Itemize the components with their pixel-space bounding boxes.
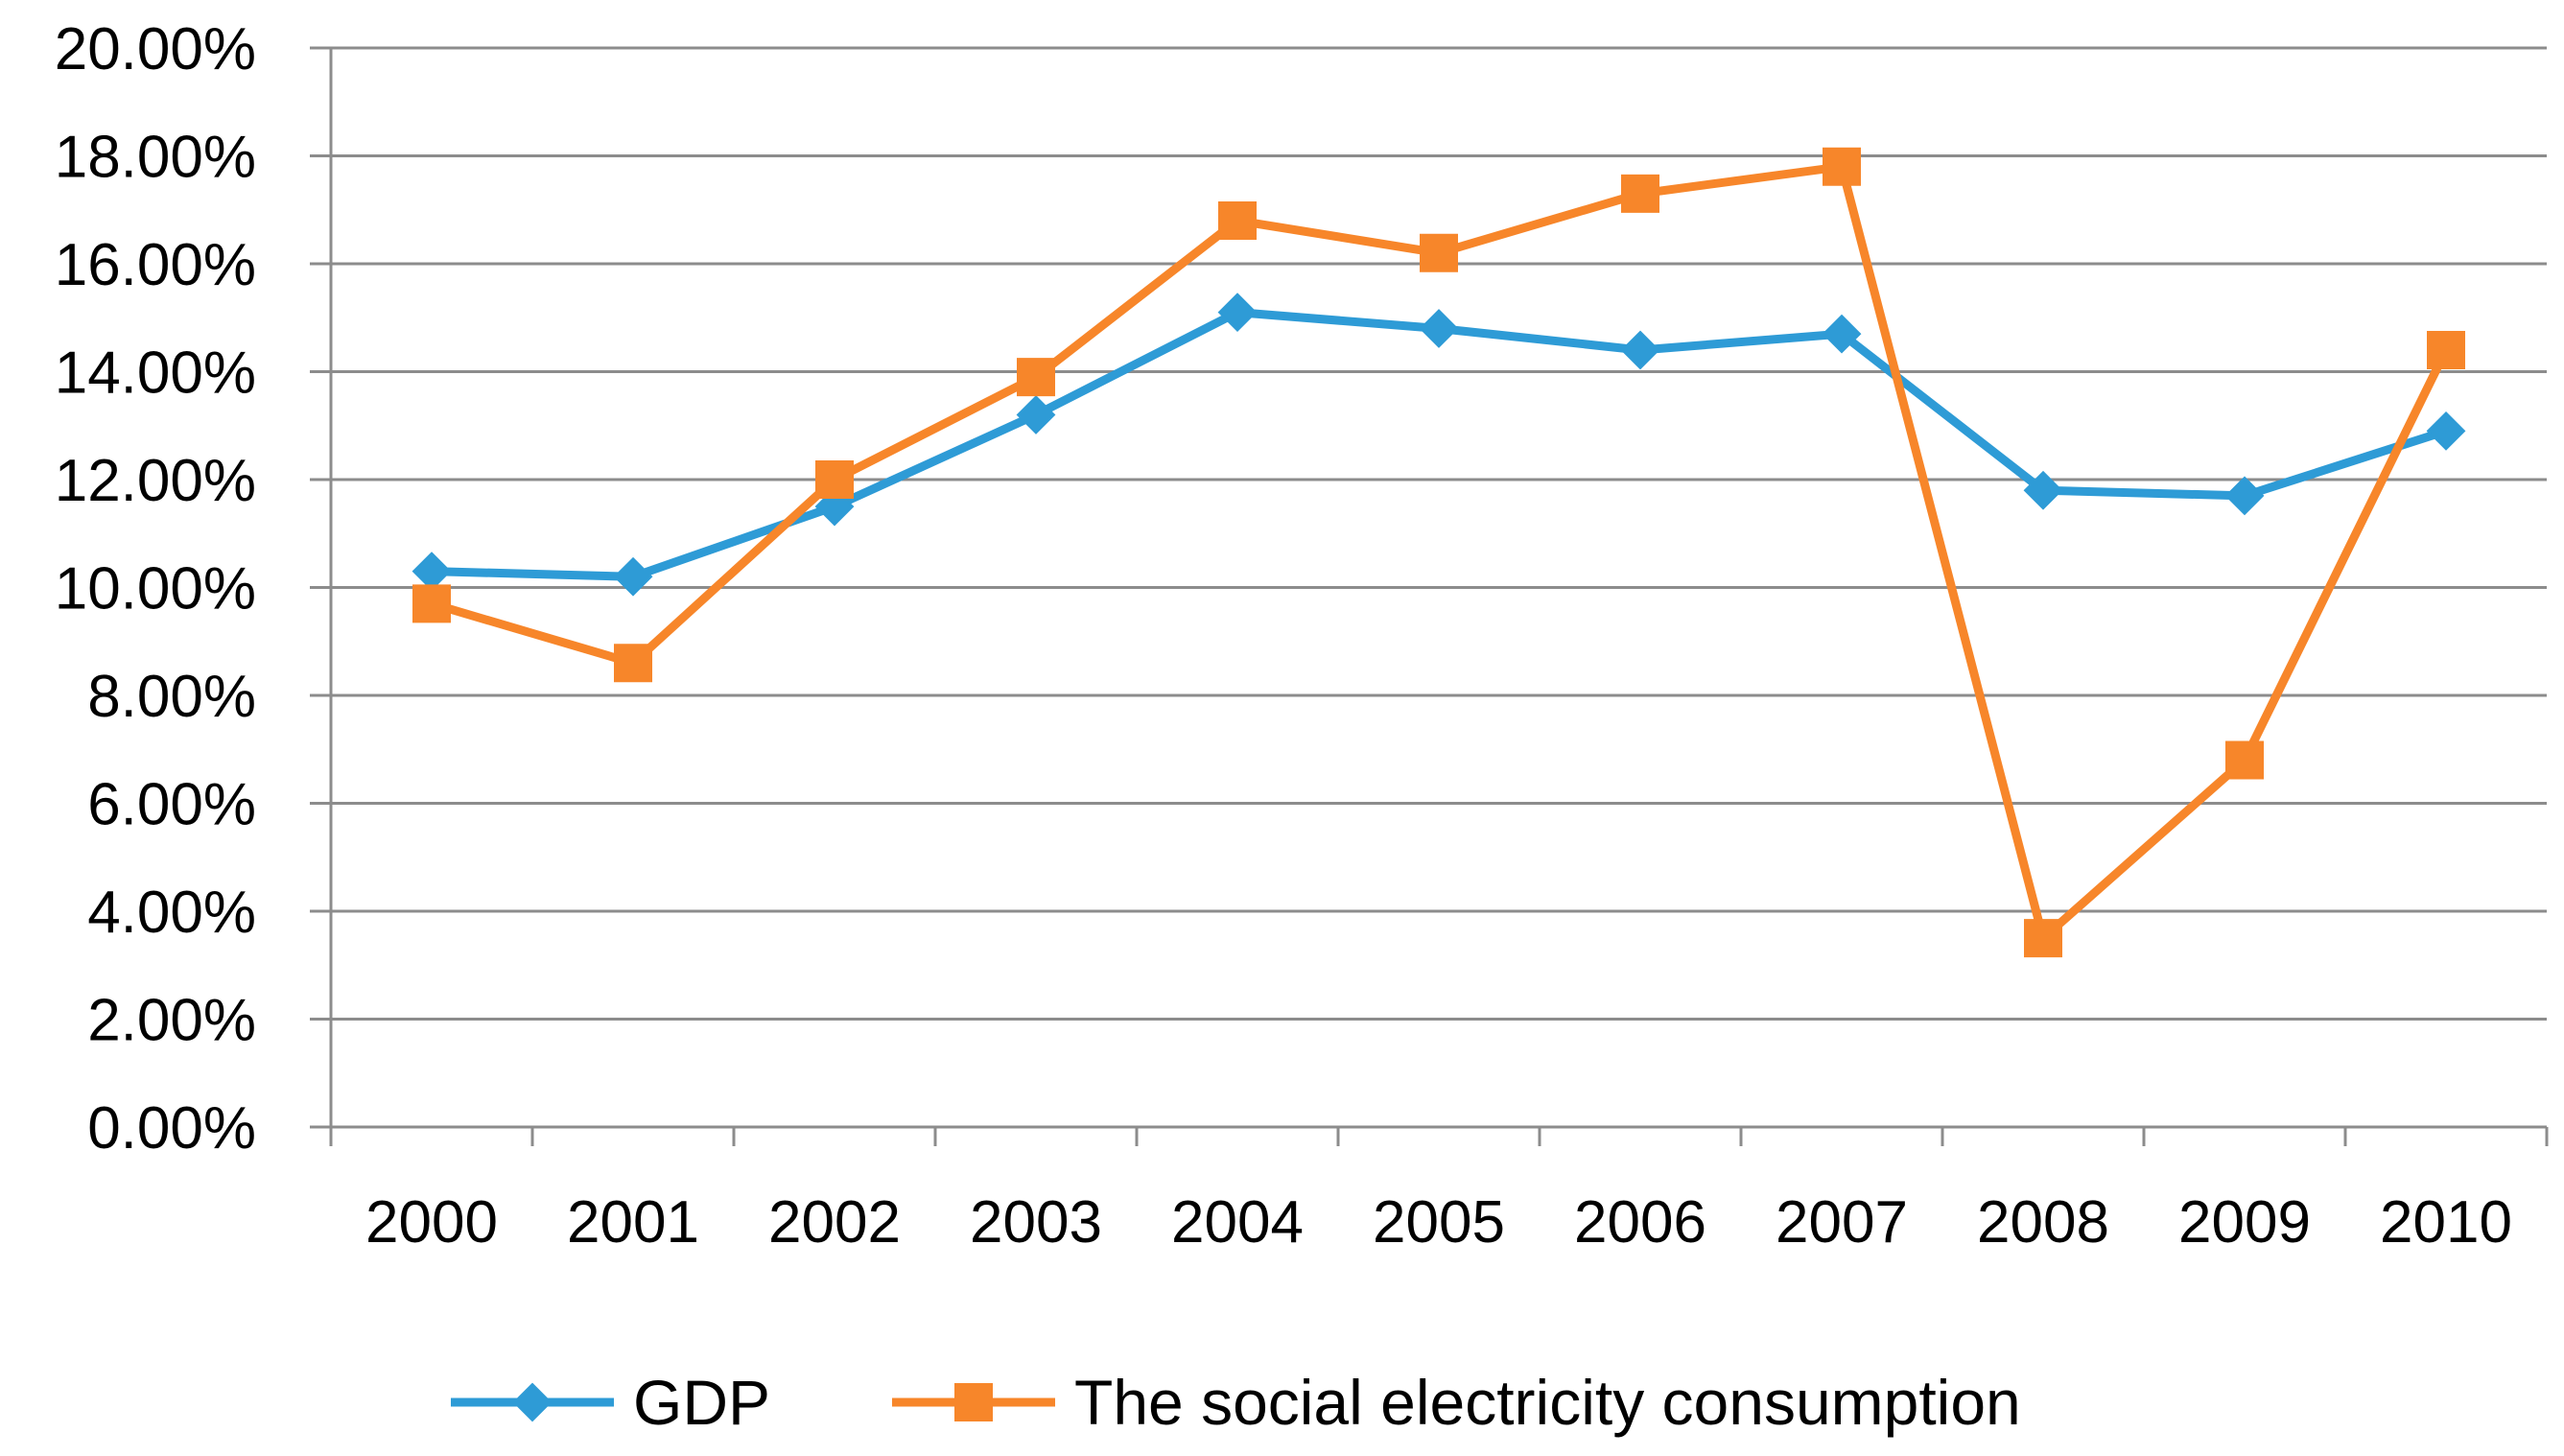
data-point-square [815, 460, 854, 499]
x-tick-label: 2009 [2178, 1189, 2311, 1256]
data-point-square [1621, 174, 1659, 213]
data-point-square [614, 644, 652, 683]
legend-label: The social electricity consumption [1074, 1367, 2021, 1438]
legend-item-electricity-consumption: The social electricity consumption [892, 1367, 2021, 1438]
x-tick-labels: 2000 2001 2002 2003 2004 2005 2006 2007 2008 2009… [365, 1189, 2512, 1256]
x-tick-label: 2001 [567, 1189, 699, 1256]
data-point-square [1420, 233, 1458, 272]
data-point-diamond [2023, 470, 2063, 510]
y-tick-label: 6.00% [87, 772, 256, 838]
gridlines [331, 46, 2547, 1021]
series-line [427, 162, 2451, 943]
y-tick-label: 0.00% [87, 1095, 256, 1162]
data-point-diamond [1016, 395, 1056, 434]
x-tick-label: 2006 [1574, 1189, 1706, 1256]
x-tick-label: 2002 [768, 1189, 901, 1256]
legend: GDP The social electricity consumption [451, 1367, 2021, 1438]
series [412, 147, 2466, 958]
y-tick-label: 20.00% [55, 16, 256, 82]
legend-marker-square [954, 1383, 993, 1421]
y-tick-label: 8.00% [87, 664, 256, 730]
y-tick-label: 2.00% [87, 988, 256, 1054]
y-tick-label: 4.00% [87, 880, 256, 946]
y-tick-labels: 0.00% 2.00% 4.00% 6.00% 8.00% 10.00% 12.00% 14.… [55, 16, 256, 1162]
y-tick-label: 18.00% [55, 125, 256, 191]
data-point-square [2024, 919, 2062, 958]
data-point-square [1017, 358, 1055, 397]
legend-item-gdp: GDP [451, 1367, 770, 1438]
x-tick-label: 2004 [1171, 1189, 1304, 1256]
series-line [427, 308, 2451, 581]
x-tick-label: 2007 [1776, 1189, 1908, 1256]
data-point-diamond [2224, 476, 2265, 516]
data-point-diamond [1822, 314, 1862, 354]
data-point-diamond [1217, 293, 1258, 333]
data-point-square [1823, 147, 1861, 186]
data-point-square [1218, 201, 1257, 240]
y-tick-label: 16.00% [55, 232, 256, 298]
data-point-diamond [2426, 411, 2466, 451]
y-tick-label: 10.00% [55, 556, 256, 622]
x-tick-label: 2000 [365, 1189, 498, 1256]
x-tick-label: 2005 [1373, 1189, 1505, 1256]
data-point-diamond [1419, 309, 1459, 348]
legend-label: GDP [633, 1367, 770, 1438]
data-point-diamond [613, 556, 653, 597]
data-point-square [2427, 331, 2465, 369]
series-electricity-consumption [412, 147, 2465, 958]
series-gdp [412, 293, 2466, 597]
axes [310, 46, 2549, 1146]
legend-marker-diamond [512, 1382, 553, 1422]
y-tick-label: 12.00% [55, 448, 256, 514]
x-tick-label: 2010 [2380, 1189, 2512, 1256]
y-tick-label: 14.00% [55, 341, 256, 407]
data-point-diamond [412, 552, 452, 592]
data-point-square [2225, 740, 2264, 780]
x-tick-label: 2008 [1977, 1189, 2109, 1256]
x-tick-label: 2003 [970, 1189, 1102, 1256]
data-point-diamond [1620, 330, 1660, 370]
data-point-square [412, 584, 451, 623]
